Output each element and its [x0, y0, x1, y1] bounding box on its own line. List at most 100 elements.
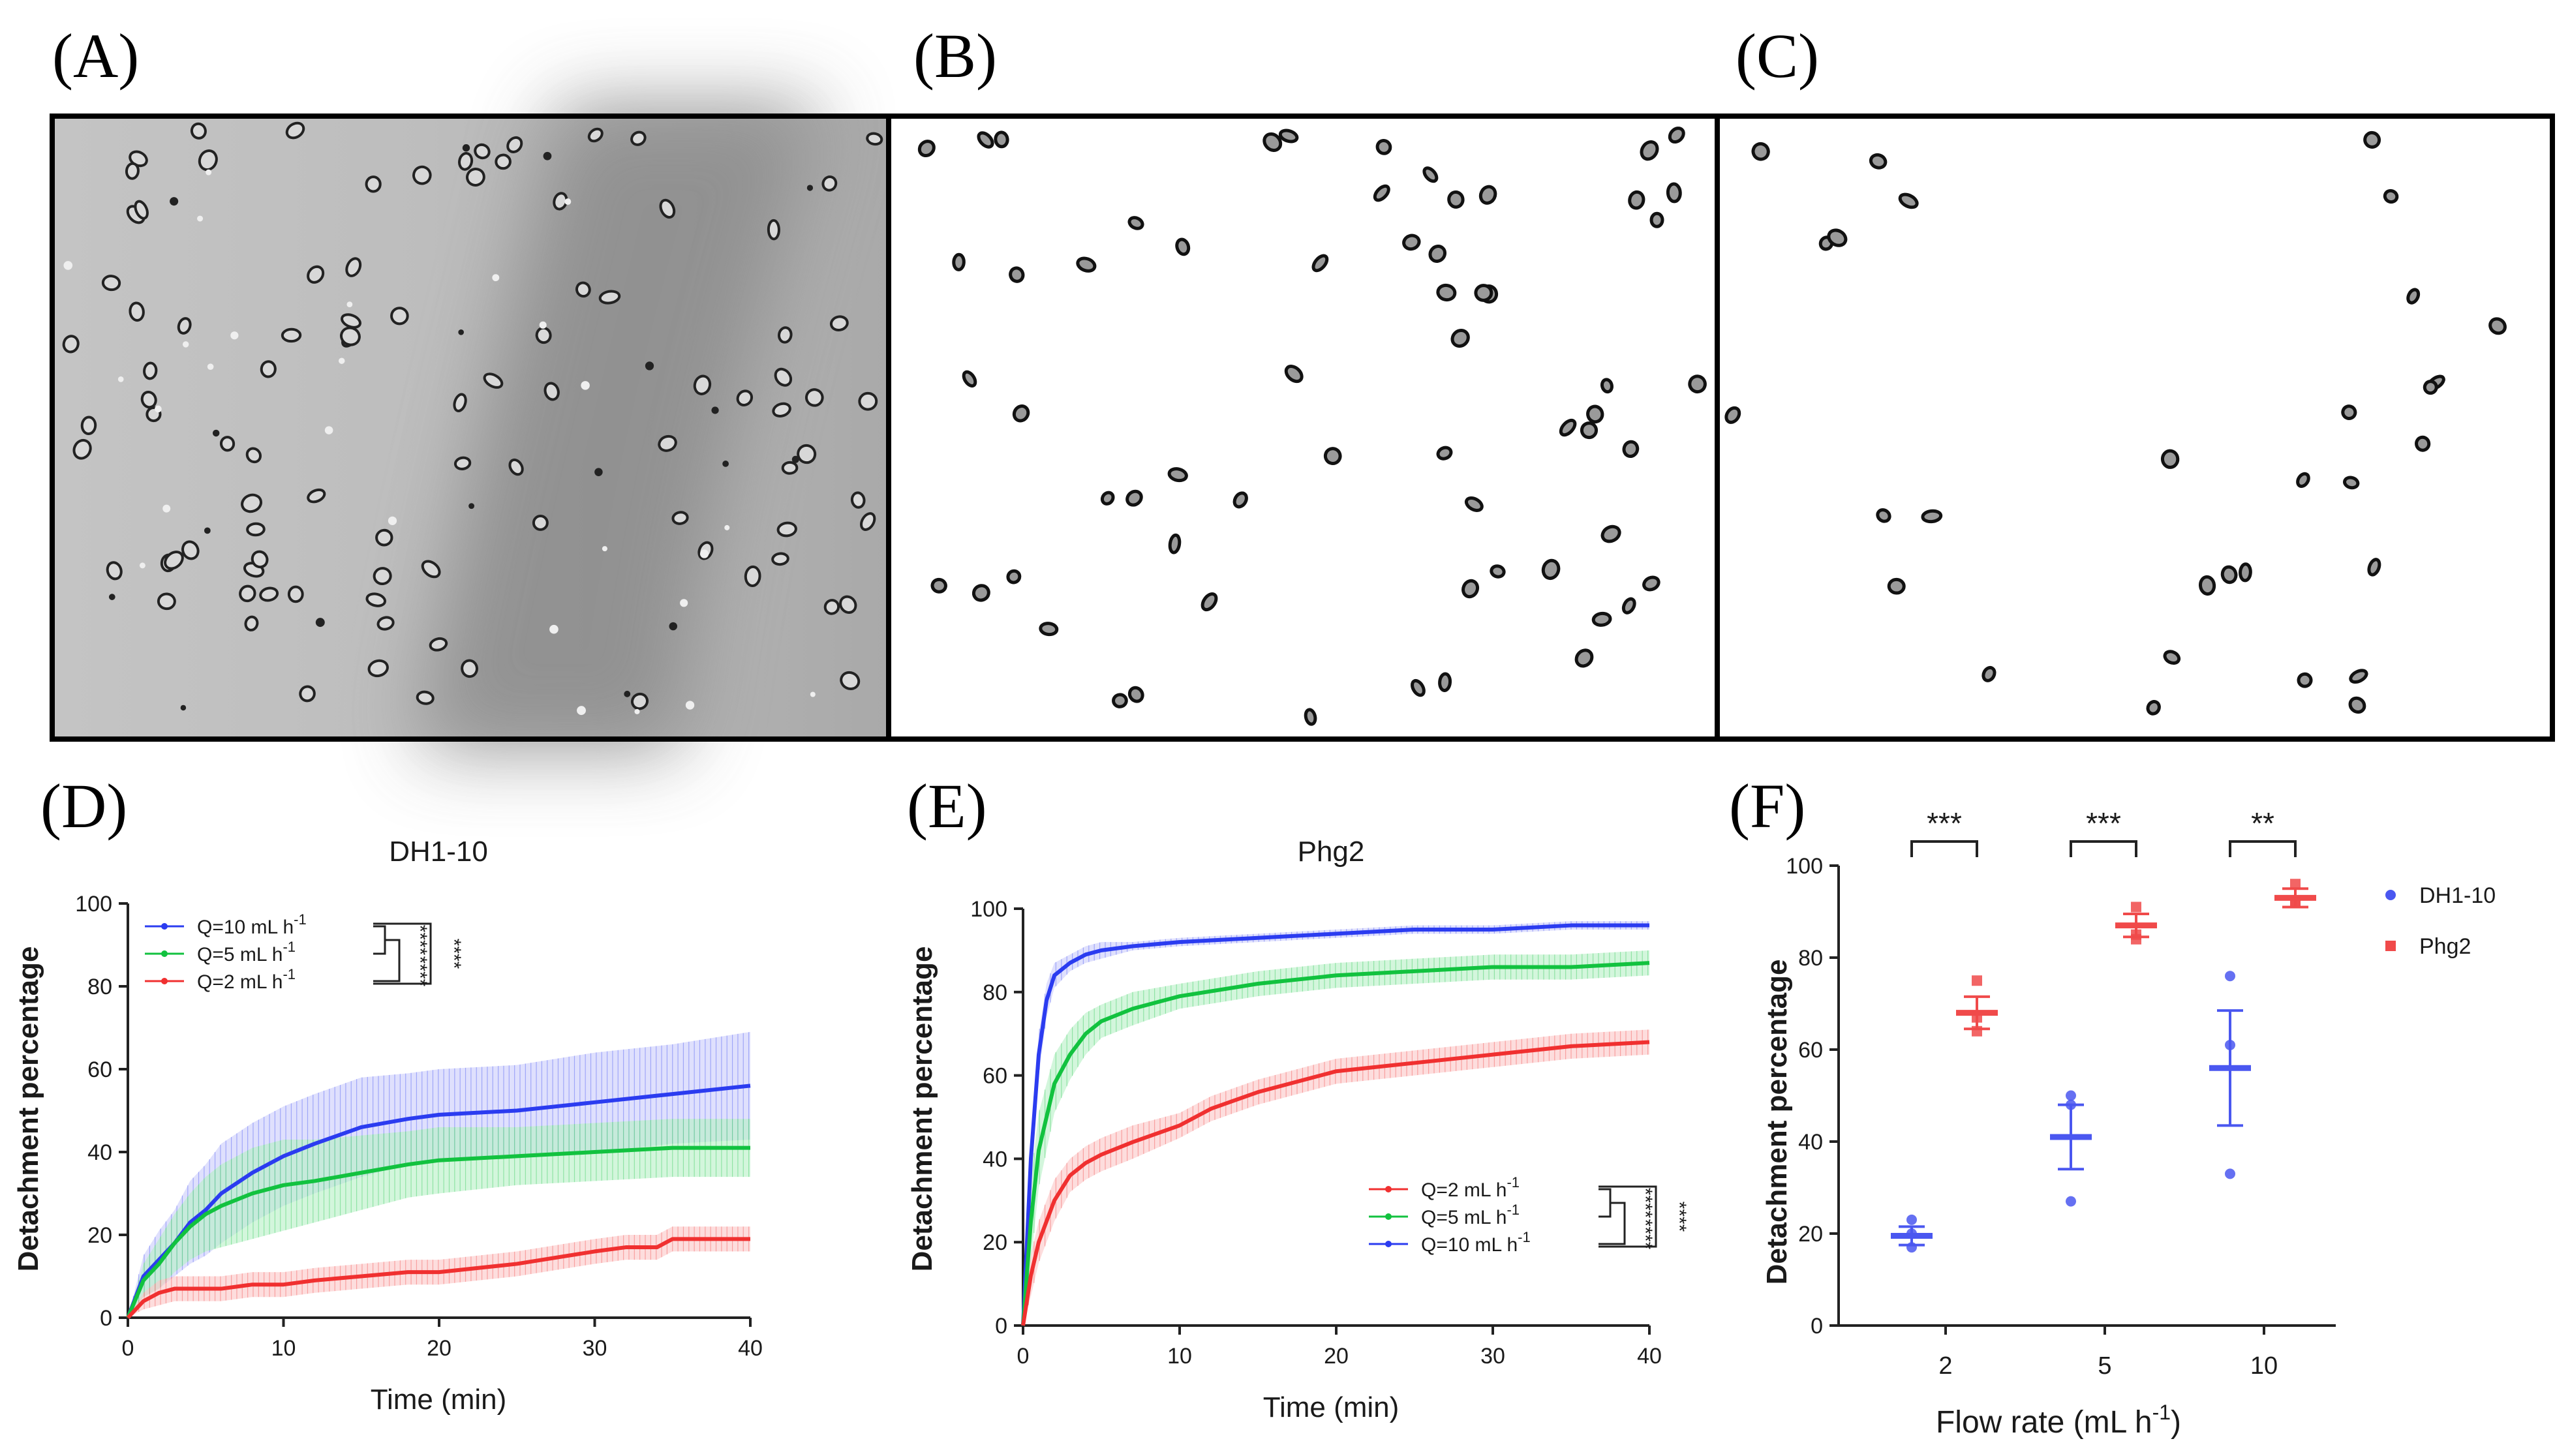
- significance-label: ****: [1668, 1202, 1690, 1232]
- data-point: [1906, 1214, 1917, 1225]
- series-line: [126, 1145, 750, 1319]
- cell: [1311, 254, 1329, 273]
- cell: [850, 491, 866, 509]
- significance-bracket: [2229, 840, 2297, 857]
- debris: [117, 376, 124, 382]
- cell: [2367, 558, 2381, 577]
- legend-marker: [2385, 941, 2396, 951]
- debris: [207, 363, 214, 371]
- cell: [659, 198, 676, 219]
- significance-bracket: [1910, 840, 1978, 857]
- cell: [474, 143, 491, 160]
- cell: [2363, 130, 2381, 149]
- debris: [468, 503, 475, 509]
- chart-d-title: DH1-10: [389, 836, 488, 868]
- debris: [539, 321, 547, 329]
- cell: [2160, 449, 2180, 469]
- chart-e-title: Phg2: [1298, 836, 1365, 868]
- y-tick-label: 80: [1798, 946, 1823, 971]
- significance-bracket: [1599, 1188, 1612, 1218]
- data-point: [1972, 1025, 1982, 1037]
- cell: [2296, 472, 2310, 488]
- cell: [994, 130, 1009, 149]
- cell: [375, 528, 393, 547]
- legend-marker: [161, 950, 168, 957]
- cell: [2199, 575, 2216, 596]
- cell: [598, 290, 621, 305]
- debris: [204, 527, 211, 534]
- data-point: [1906, 1228, 1917, 1239]
- cell: [246, 522, 266, 537]
- data-point: [2225, 1039, 2235, 1050]
- cell: [1876, 508, 1891, 523]
- cell: [1640, 140, 1659, 161]
- cell: [1591, 611, 1612, 627]
- data-point: [1906, 1242, 1917, 1253]
- chart-d-xlabel: Time (min): [371, 1384, 507, 1416]
- debris: [139, 562, 145, 569]
- cell: [1478, 185, 1497, 205]
- cell: [285, 121, 305, 140]
- cell: [72, 438, 92, 460]
- data-point: [1972, 1012, 1982, 1023]
- legend-label: DH1-10: [2419, 883, 2496, 908]
- cell: [1580, 421, 1599, 440]
- debris: [645, 361, 654, 371]
- data-point: [2131, 902, 2141, 913]
- cell: [80, 416, 97, 435]
- x-tick-label: 30: [1480, 1344, 1505, 1369]
- debris: [581, 381, 590, 390]
- error-band: [128, 1119, 750, 1318]
- data-point: [2066, 1099, 2076, 1110]
- debris: [197, 215, 204, 222]
- significance-bracket: [1599, 1185, 1657, 1248]
- debris: [155, 405, 162, 413]
- cell: [1167, 467, 1188, 483]
- cell: [1168, 533, 1182, 554]
- cell: [164, 551, 184, 570]
- cell: [1127, 686, 1144, 703]
- cell: [367, 659, 389, 678]
- cell: [1373, 184, 1390, 202]
- cell: [453, 393, 467, 412]
- cell: [2348, 696, 2366, 714]
- error-band: [1023, 921, 1649, 1326]
- legend-marker: [1385, 1186, 1392, 1192]
- legend-label: Q=2 mL h-1: [1421, 1174, 1520, 1201]
- cell: [917, 140, 936, 158]
- data-point: [2225, 1168, 2235, 1179]
- significance-label: **: [2251, 806, 2274, 840]
- x-tick-label: 40: [738, 1336, 763, 1361]
- cell: [1887, 577, 1906, 595]
- significance-label: ****: [1634, 1188, 1656, 1219]
- cell: [1751, 142, 1770, 161]
- chart-e-legend: Q=2 mL h-1Q=5 mL h-1Q=10 mL h-1*********…: [1369, 1174, 1690, 1256]
- chart-d-legend: Q=10 mL h-1Q=5 mL h-1Q=2 mL h-1*********…: [145, 911, 465, 993]
- cell: [1574, 648, 1594, 668]
- x-tick-label: 0: [1017, 1344, 1030, 1369]
- cell: [543, 382, 560, 401]
- legend-label: Q=5 mL h-1: [197, 939, 296, 965]
- cell: [1127, 216, 1144, 230]
- cell: [2343, 476, 2360, 490]
- debris: [346, 301, 353, 307]
- debris: [685, 701, 695, 710]
- cell: [260, 360, 277, 378]
- cell: [143, 361, 158, 380]
- cell: [2423, 380, 2438, 395]
- cell: [971, 584, 990, 602]
- x-tick-label: 10: [271, 1336, 296, 1361]
- cell: [1375, 139, 1392, 155]
- cell: [177, 317, 192, 335]
- cell: [1009, 266, 1025, 283]
- debris: [699, 549, 709, 558]
- y-tick-label: 0: [995, 1314, 1007, 1339]
- cell: [1100, 491, 1115, 506]
- cell: [767, 219, 780, 241]
- data-point: [2290, 897, 2301, 908]
- cell: [2406, 288, 2421, 305]
- cell: [190, 122, 207, 140]
- cell: [62, 335, 80, 354]
- y-tick-label: 20: [87, 1223, 112, 1248]
- cell: [281, 327, 302, 343]
